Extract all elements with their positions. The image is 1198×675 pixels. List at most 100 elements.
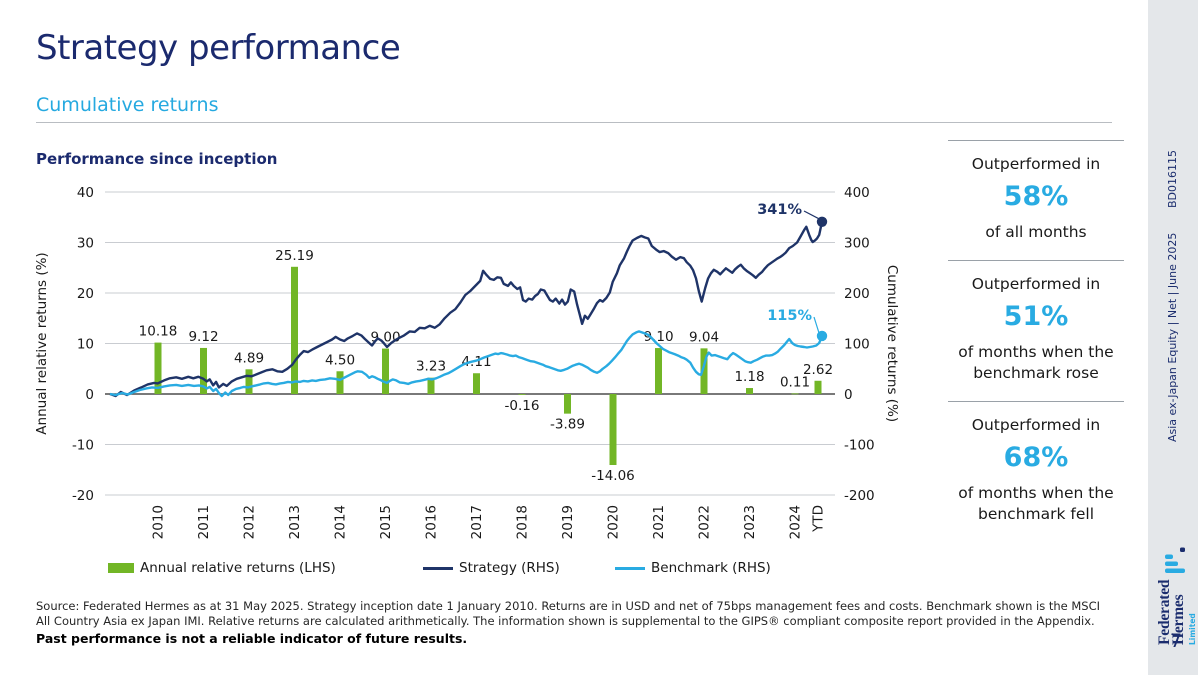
right-axis-title: Cumulative returns (%) <box>884 265 900 422</box>
line-end-dot <box>816 216 828 227</box>
bar-label-2019: -3.89 <box>550 417 585 433</box>
equalizer-bars-icon <box>1165 547 1185 573</box>
bar-label-2010: 10.18 <box>139 324 178 340</box>
x-label-2012: 2012 <box>242 505 258 539</box>
chart-legend: Annual relative returns (LHS) Strategy (… <box>30 560 910 582</box>
x-label-2017: 2017 <box>469 505 485 539</box>
x-label-YTD: YTD <box>811 505 827 533</box>
stat-desc: of months when the benchmark rose <box>958 343 1114 382</box>
page-subtitle: Cumulative returns <box>36 94 219 116</box>
legend-label: Strategy (RHS) <box>459 560 560 576</box>
bar-2016 <box>427 377 435 394</box>
bar-2019 <box>564 394 571 414</box>
strategy-line <box>109 221 824 398</box>
stat-value: 58% <box>1003 181 1069 212</box>
bar-2020 <box>609 394 617 466</box>
federated-hermes-logo: Federated Hermes Limited <box>1156 495 1198 645</box>
line-end-dot <box>816 330 828 342</box>
bar-label-2018: -0.16 <box>505 398 540 414</box>
bar-2022 <box>700 348 708 394</box>
x-label-2015: 2015 <box>378 505 394 539</box>
left-axis-tick: 40 <box>77 185 94 201</box>
bar-2023 <box>746 388 753 394</box>
bar-2010 <box>154 342 162 394</box>
stat-intro: Outperformed in <box>971 275 1101 294</box>
right-axis-tick: -100 <box>844 438 875 454</box>
bar-2011 <box>200 347 207 394</box>
stat-value: 68% <box>1003 442 1069 474</box>
footer: Source: Federated Hermes as at 31 May 20… <box>36 599 1114 647</box>
x-label-2010: 2010 <box>151 505 167 539</box>
right-axis-tick: 0 <box>844 387 853 403</box>
annotation-connector <box>813 316 820 334</box>
bar-2014 <box>336 371 344 394</box>
bar-label-2016: 3.23 <box>416 359 446 375</box>
benchmark-line-swatch-icon <box>615 566 645 570</box>
performance-chart: 40 400 30 300 20 200 10 100 0 0 -10 -100 -20 -200 Annu… <box>30 172 935 552</box>
x-label-2022: 2022 <box>697 505 713 539</box>
side-caption: Asia ex-Japan Equity | Net | June 2025 <box>1166 232 1179 442</box>
left-axis-tick: 20 <box>77 286 94 302</box>
bar-label-2022: 9.04 <box>689 329 719 345</box>
left-axis-tick: -10 <box>72 438 94 454</box>
bar-2024 <box>791 393 799 395</box>
bar-label-2020: -14.06 <box>591 468 635 484</box>
bar-label-2024: 0.11 <box>780 374 810 390</box>
left-axis-tick: -20 <box>72 488 94 504</box>
benchmark-line <box>109 330 824 398</box>
x-label-2023: 2023 <box>742 505 758 539</box>
left-axis-tick: 10 <box>77 337 94 353</box>
right-axis-tick: 300 <box>844 236 870 252</box>
left-axis-tick: 30 <box>77 236 94 252</box>
annotation-connector <box>803 210 820 220</box>
stat-benchmark-rose: Outperformed in 51% of months when the b… <box>948 260 1124 401</box>
bar-YTD <box>814 380 822 394</box>
annotation-341%: 341% <box>757 202 802 218</box>
bar-swatch-icon <box>108 563 134 573</box>
right-axis-tick: 200 <box>844 286 870 302</box>
page-number: 7 <box>1169 630 1182 652</box>
chart-title: Performance since inception <box>36 150 278 168</box>
bar-label-2012: 4.89 <box>234 350 264 366</box>
stat-all-months: Outperformed in 58% of all months <box>948 140 1124 260</box>
right-axis-tick: -200 <box>844 488 875 504</box>
page-title: Strategy performance <box>36 28 401 68</box>
bar-label-2013: 25.19 <box>275 248 314 264</box>
x-label-2013: 2013 <box>287 505 303 539</box>
bar-label-2014: 4.50 <box>325 352 355 368</box>
stat-desc: of all months <box>985 223 1087 241</box>
strategy-line-swatch-icon <box>423 566 453 570</box>
outperformance-stats: Outperformed in 58% of all months Outper… <box>948 140 1124 542</box>
bar-label-2021: 9.10 <box>643 329 673 345</box>
bar-2013 <box>291 266 298 394</box>
document-code: BD016115 <box>1166 149 1179 208</box>
bar-label-YTD: 2.62 <box>803 362 833 378</box>
stat-intro: Outperformed in <box>971 416 1101 435</box>
bar-2018 <box>518 394 526 395</box>
header-divider <box>36 122 1112 123</box>
annotation-115%: 115% <box>767 308 812 324</box>
bar-2021 <box>655 348 662 394</box>
legend-label: Annual relative returns (LHS) <box>140 560 336 576</box>
x-label-2011: 2011 <box>196 505 212 539</box>
performance-chart-svg: 40 400 30 300 20 200 10 100 0 0 -10 -100 -20 -200 Annu… <box>34 185 900 539</box>
legend-item-benchmark: Benchmark (RHS) <box>615 560 771 576</box>
legend-label: Benchmark (RHS) <box>651 560 771 576</box>
x-label-2016: 2016 <box>424 505 440 539</box>
source-note: Source: Federated Hermes as at 31 May 20… <box>36 599 1101 628</box>
x-label-2014: 2014 <box>333 505 349 539</box>
stat-intro: Outperformed in <box>971 155 1101 173</box>
logo-word-limited: Limited <box>1188 613 1198 645</box>
legend-item-strategy: Strategy (RHS) <box>423 560 560 576</box>
bar-2012 <box>245 369 253 394</box>
right-axis-tick: 100 <box>844 337 870 353</box>
x-label-2020: 2020 <box>606 505 622 539</box>
stat-value: 51% <box>1003 301 1069 333</box>
bar-2015 <box>382 348 389 394</box>
bar-label-2023: 1.18 <box>734 369 764 385</box>
past-performance-disclaimer: Past performance is not a reliable indic… <box>36 631 468 647</box>
x-label-2021: 2021 <box>651 505 667 539</box>
legend-item-annual-returns: Annual relative returns (LHS) <box>108 560 336 576</box>
stat-benchmark-fell: Outperformed in 68% of months when the b… <box>948 401 1124 542</box>
